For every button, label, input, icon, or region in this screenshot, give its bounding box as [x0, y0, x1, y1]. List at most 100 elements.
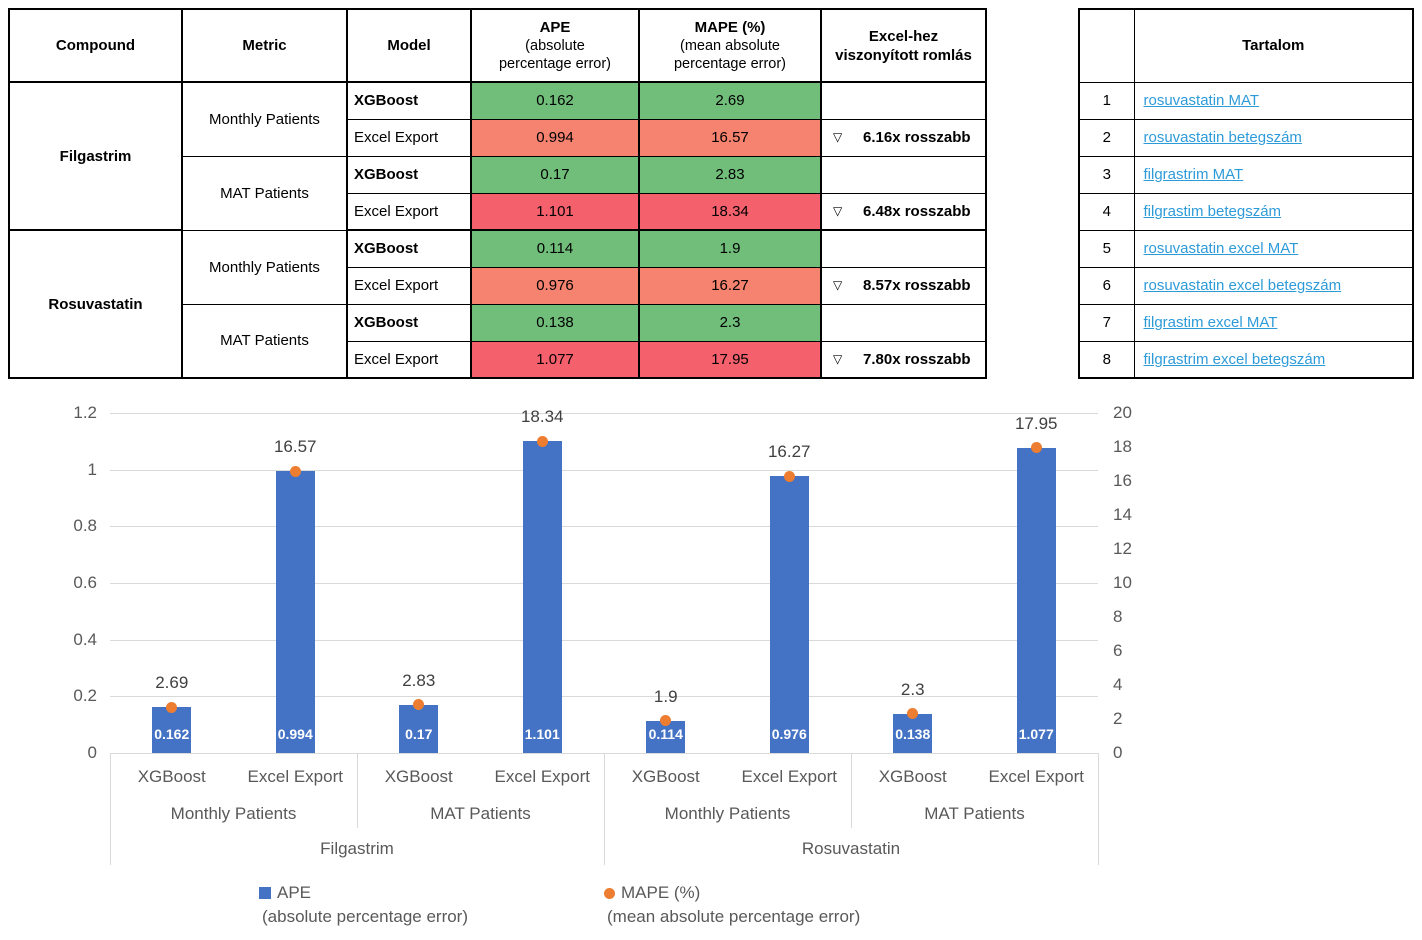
y-axis-right-tick: 6: [1113, 641, 1123, 660]
error-comparison-chart: 0 0.2 0.4 0.6 0.8 1 1.2 0 2 4 6 8 10 12 14 16 18 20 0.162 0…: [0, 395, 1422, 940]
ape-value-cell: 1.101: [470, 192, 640, 231]
romlas-cell: ▽ 8.57x rosszabb: [820, 266, 987, 305]
legend-label-ape-sub: (absolute percentage error): [262, 907, 469, 926]
ape-bar: [893, 713, 933, 753]
toc-number-header: [1078, 8, 1135, 83]
ape-bar-label: 0.994: [277, 726, 313, 742]
gridline: [110, 526, 1098, 528]
y-axis-right-tick: 4: [1113, 675, 1123, 694]
ape-bar-label: 0.976: [771, 726, 807, 742]
gridline: [110, 583, 1098, 584]
mape-point: [660, 715, 672, 727]
mape-point: [907, 708, 919, 720]
mape-value-cell: 16.27: [638, 266, 822, 305]
y-axis-left-tick: 0.4: [73, 629, 97, 649]
toc-link[interactable]: rosuvastatin MAT: [1143, 92, 1260, 109]
header-ape-title: APE: [539, 19, 571, 36]
romlas-text: 7.80x rosszabb: [863, 350, 971, 368]
category-label-model: XGBoost: [137, 767, 206, 786]
y-axis-right-tick: 2: [1113, 709, 1123, 728]
chart-plot-area: 0 0.2 0.4 0.6 0.8 1 1.2 0 2 4 6 8 10 12 14 16 18 20 0.162 0…: [0, 395, 1422, 940]
ape-value-cell: 0.138: [470, 303, 640, 342]
legend-label-mape-sub: (mean absolute percentage error): [607, 907, 861, 926]
mape-value-cell: 1.9: [638, 229, 822, 268]
y-axis-left-tick: 1.2: [73, 403, 97, 422]
mape-point-label: 16.57: [273, 437, 317, 457]
category-label-metric: MAT Patients: [924, 804, 1025, 823]
model-cell: Excel Export: [346, 266, 472, 305]
toc-link[interactable]: rosuvastatin excel betegszám: [1143, 277, 1342, 294]
toc-number: 7: [1078, 303, 1135, 342]
y-axis-right-tick: 20: [1113, 403, 1132, 422]
ape-value-cell: 1.077: [470, 340, 640, 379]
category-separator: [1098, 753, 1099, 865]
ape-value-cell: 0.114: [470, 229, 640, 268]
romlas-text: 6.16x rosszabb: [863, 129, 971, 146]
model-cell: XGBoost: [346, 229, 472, 268]
down-triangle-icon: ▽: [833, 351, 843, 366]
gridline: [110, 413, 1098, 414]
ape-value-cell: 0.994: [470, 118, 640, 157]
toc-link[interactable]: filgrastim betegszám: [1143, 203, 1282, 220]
romlas-text: 6.48x rosszabb: [863, 202, 971, 220]
mape-value-cell: 17.95: [638, 340, 822, 379]
legend-label-ape: APE: [277, 883, 312, 902]
header-mape-title: MAPE (%): [694, 19, 766, 36]
category-label-metric: Monthly Patients: [664, 804, 791, 823]
mape-value-cell: 2.3: [638, 303, 822, 342]
toc-number: 8: [1078, 340, 1135, 379]
mape-value-cell: 16.57: [638, 118, 822, 157]
header-model: Model: [346, 8, 472, 83]
metric-cell: MAT Patients: [181, 303, 348, 379]
ape-bar: [769, 476, 809, 753]
header-metric: Metric: [181, 8, 348, 83]
category-label-model: Excel Export: [494, 767, 590, 786]
romlas-cell: ▽ 7.80x rosszabb: [820, 340, 987, 379]
y-axis-right-tick: 14: [1113, 505, 1132, 524]
metric-cell: Monthly Patients: [181, 229, 348, 305]
category-label-metric: Monthly Patients: [170, 804, 297, 823]
ape-bar: [275, 471, 315, 753]
model-cell: Excel Export: [346, 118, 472, 157]
header-mape-sub1: (mean absolute: [680, 38, 780, 54]
model-cell: XGBoost: [346, 155, 472, 194]
romlas-cell: [820, 229, 987, 268]
toc-number: 4: [1078, 192, 1135, 231]
toc-link[interactable]: rosuvastatin betegszám: [1143, 129, 1302, 146]
header-ape-sub1: (absolute: [525, 38, 585, 54]
mape-value-cell: 18.34: [638, 192, 822, 231]
toc-link[interactable]: filgrastim excel MAT: [1143, 314, 1278, 331]
category-label-compound: Rosuvastatin: [801, 839, 901, 858]
down-triangle-icon: ▽: [833, 203, 843, 218]
legend-item-ape: APE (absolute percentage error): [259, 882, 468, 928]
mape-value-cell: 2.69: [638, 81, 822, 120]
category-label-metric: MAT Patients: [430, 804, 531, 823]
ape-bar: [399, 704, 439, 753]
y-axis-right-tick: 8: [1113, 607, 1123, 626]
romlas-cell: [820, 81, 987, 120]
romlas-cell: [820, 303, 987, 342]
gridline: [110, 696, 1098, 698]
mape-point-label: 2.3: [900, 679, 925, 699]
toc-link[interactable]: filgrastrim MAT: [1143, 166, 1244, 183]
mape-point: [289, 465, 301, 477]
category-separator: [110, 753, 111, 865]
header-compound: Compound: [8, 8, 183, 83]
toc-number: 1: [1078, 81, 1135, 120]
ape-bar-label: 0.162: [154, 726, 190, 742]
toc-number: 2: [1078, 118, 1135, 157]
y-axis-left-tick: 0.6: [73, 573, 97, 592]
mape-point-label: 2.83: [402, 670, 436, 690]
y-axis-right-tick: 10: [1113, 573, 1132, 592]
y-axis-left-tick: 1: [87, 459, 97, 479]
ape-bar-label: 1.101: [524, 726, 560, 742]
y-axis-left-tick: 0: [87, 743, 97, 762]
toc-link[interactable]: rosuvastatin excel MAT: [1143, 240, 1299, 257]
mape-point-label: 16.27: [767, 442, 811, 462]
mape-point-label: 18.34: [520, 407, 564, 427]
category-separator: [604, 753, 605, 865]
category-label-model: XGBoost: [878, 767, 947, 786]
down-triangle-icon: ▽: [833, 130, 843, 144]
toc-link[interactable]: filgrastrim excel betegszám: [1143, 350, 1326, 368]
ape-bar: [522, 441, 562, 753]
